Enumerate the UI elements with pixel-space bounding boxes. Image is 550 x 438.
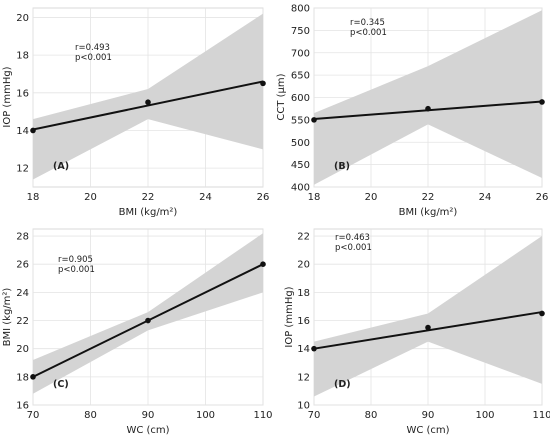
y-tick-label: 14 xyxy=(297,344,310,355)
x-axis-label: BMI (kg/m²) xyxy=(399,207,458,218)
panel-label: (D) xyxy=(334,379,351,390)
data-point xyxy=(425,105,431,112)
y-axis-label: IOP (mmHg) xyxy=(2,66,13,127)
y-axis-label: IOP (mmHg) xyxy=(284,286,295,347)
x-tick-label: 20 xyxy=(365,192,378,203)
y-tick-label: 14 xyxy=(16,126,29,137)
y-tick-label: 22 xyxy=(16,316,29,327)
y-tick-label: 26 xyxy=(16,260,29,271)
confidence-band xyxy=(33,233,263,394)
stat-annotation: p<0.001 xyxy=(350,28,387,38)
y-tick-label: 16 xyxy=(297,316,310,327)
panel-label: (B) xyxy=(334,161,350,172)
x-tick-label: 100 xyxy=(196,410,215,421)
data-point xyxy=(425,324,431,331)
x-tick-label: 26 xyxy=(257,192,270,203)
panel-2: 70 80 90 100 110 16 18 20 22 24 26 28 r=0.905p<0.001… xyxy=(2,228,273,436)
x-tick-label: 18 xyxy=(308,192,321,203)
x-axis-label: WC (cm) xyxy=(406,425,449,436)
x-tick-label: 70 xyxy=(308,410,321,421)
y-tick-label: 18 xyxy=(16,51,29,62)
data-point xyxy=(311,345,317,352)
y-tick-label: 800 xyxy=(291,4,310,15)
data-point xyxy=(30,374,36,380)
y-tick-label: 550 xyxy=(291,115,310,126)
stat-annotation: r=0.905 xyxy=(58,255,93,265)
y-tick-label: 450 xyxy=(291,160,310,171)
y-tick-label: 500 xyxy=(291,138,310,149)
y-tick-label: 28 xyxy=(16,232,29,243)
regression-line xyxy=(313,311,543,350)
data-point xyxy=(260,80,266,87)
panel-label: (C) xyxy=(53,379,69,390)
y-tick-label: 12 xyxy=(16,164,29,175)
x-tick-label: 24 xyxy=(199,192,212,203)
panel-3: 70 80 90 100 110 10 12 14 16 18 20 22 r=0.463p<0.001… xyxy=(284,228,550,436)
y-tick-label: 750 xyxy=(291,26,310,37)
stat-annotation: r=0.493 xyxy=(75,43,110,53)
stat-annotation: r=0.463 xyxy=(335,233,370,243)
y-tick-label: 400 xyxy=(291,183,310,194)
x-tick-label: 100 xyxy=(475,410,494,421)
x-tick-label: 110 xyxy=(532,410,550,421)
confidence-band xyxy=(33,13,263,180)
x-tick-label: 20 xyxy=(84,192,97,203)
panel-label: (A) xyxy=(53,161,69,172)
y-tick-label: 20 xyxy=(16,13,29,24)
x-tick-label: 90 xyxy=(422,410,435,421)
y-tick-label: 18 xyxy=(16,372,29,383)
y-tick-label: 650 xyxy=(291,71,310,82)
stat-annotation: r=0.345 xyxy=(350,18,385,28)
y-tick-label: 24 xyxy=(16,288,29,299)
confidence-band xyxy=(314,236,542,397)
x-tick-label: 70 xyxy=(27,410,40,421)
regression-line xyxy=(32,80,264,131)
x-tick-label: 22 xyxy=(142,192,155,203)
x-tick-label: 80 xyxy=(84,410,97,421)
x-tick-label: 24 xyxy=(479,192,492,203)
y-tick-label: 20 xyxy=(297,260,310,271)
data-point xyxy=(30,127,36,134)
y-tick-label: 600 xyxy=(291,93,310,104)
x-tick-label: 80 xyxy=(365,410,378,421)
y-tick-label: 16 xyxy=(16,88,29,99)
x-tick-label: 90 xyxy=(142,410,155,421)
x-tick-label: 26 xyxy=(536,192,549,203)
x-tick-label: 18 xyxy=(27,192,40,203)
panel-1: 18 20 22 24 26 400 450 500 550 600 650 700 750 800 r=0… xyxy=(276,4,548,219)
stat-annotation: p<0.001 xyxy=(335,243,372,253)
y-tick-label: 16 xyxy=(16,401,29,412)
data-point xyxy=(145,99,151,106)
y-axis-label: BMI (kg/m²) xyxy=(2,288,13,347)
data-point xyxy=(539,310,545,317)
x-axis-label: BMI (kg/m²) xyxy=(119,207,178,218)
y-axis-label: CCT (µm) xyxy=(276,73,287,120)
data-point xyxy=(145,317,151,324)
data-point xyxy=(539,99,545,105)
data-point xyxy=(260,261,266,268)
y-tick-label: 10 xyxy=(297,401,310,412)
y-tick-label: 18 xyxy=(297,288,310,299)
confidence-band xyxy=(314,10,542,185)
x-tick-label: 22 xyxy=(422,192,435,203)
y-tick-label: 22 xyxy=(297,232,310,243)
y-tick-label: 20 xyxy=(16,344,29,355)
y-tick-label: 12 xyxy=(297,372,310,383)
data-point xyxy=(311,117,317,123)
x-axis-label: WC (cm) xyxy=(126,425,169,436)
x-tick-label: 110 xyxy=(253,410,272,421)
stat-annotation: p<0.001 xyxy=(75,53,112,63)
y-tick-label: 700 xyxy=(291,48,310,59)
stat-annotation: p<0.001 xyxy=(58,265,95,275)
